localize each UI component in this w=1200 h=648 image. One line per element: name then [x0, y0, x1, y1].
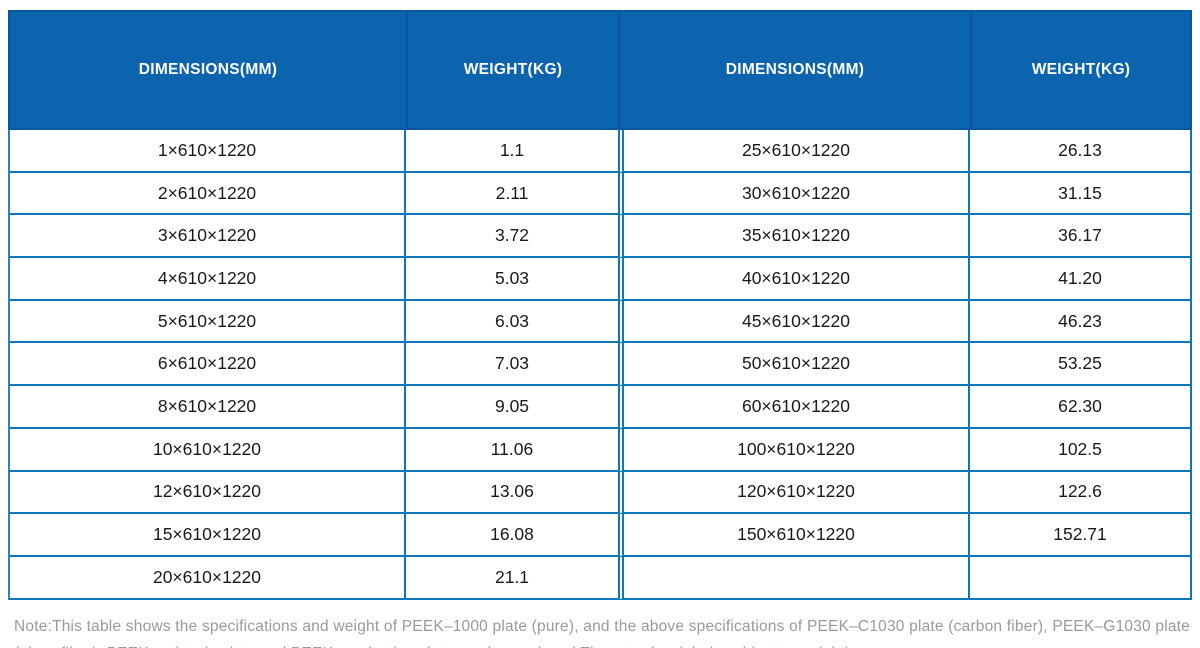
header-row: DIMENSIONS(MM) WEIGHT(KG) DIMENSIONS(MM)…	[8, 10, 1192, 130]
table-row: 20×610×1220 21.1	[8, 556, 1192, 600]
dimensions-cell: 150×610×1220	[618, 514, 970, 557]
dimensions-cell: 45×610×1220	[618, 300, 970, 344]
dimensions-cell: 25×610×1220	[618, 130, 970, 173]
dimensions-cell: 120×610×1220	[618, 471, 970, 515]
weight-cell	[970, 556, 1192, 600]
dimensions-cell: 35×610×1220	[618, 215, 970, 259]
column-header-weight-left: WEIGHT(KG)	[406, 10, 618, 130]
weight-cell: 7.03	[406, 343, 618, 387]
dimensions-cell: 2×610×1220	[8, 172, 406, 216]
table-row: 6×610×1220 7.03 50×610×1220 53.25	[8, 343, 1192, 387]
weight-cell: 9.05	[406, 386, 618, 429]
dimensions-cell: 10×610×1220	[8, 428, 406, 472]
table-row: 4×610×1220 5.03 40×610×1220 41.20	[8, 258, 1192, 301]
dimensions-cell: 100×610×1220	[618, 428, 970, 472]
column-header-weight-right: WEIGHT(KG)	[970, 10, 1192, 130]
weight-cell: 11.06	[406, 428, 618, 472]
dimensions-cell: 50×610×1220	[618, 343, 970, 387]
weight-cell: 36.17	[970, 215, 1192, 259]
dimensions-cell: 40×610×1220	[618, 258, 970, 301]
dimensions-cell: 8×610×1220	[8, 386, 406, 429]
weight-cell: 5.03	[406, 258, 618, 301]
table-row: 2×610×1220 2.11 30×610×1220 31.15	[8, 172, 1192, 216]
dimensions-cell: 60×610×1220	[618, 386, 970, 429]
weight-cell: 152.71	[970, 514, 1192, 557]
dimensions-cell: 30×610×1220	[618, 172, 970, 216]
weight-cell: 1.1	[406, 130, 618, 173]
dimensions-cell: 3×610×1220	[8, 215, 406, 259]
weight-cell: 6.03	[406, 300, 618, 344]
weight-cell: 41.20	[970, 258, 1192, 301]
weight-cell: 46.23	[970, 300, 1192, 344]
dimensions-cell: 1×610×1220	[8, 130, 406, 173]
weight-cell: 102.5	[970, 428, 1192, 472]
table-body: 1×610×1220 1.1 25×610×1220 26.13 2×610×1…	[8, 130, 1192, 600]
table-header: DIMENSIONS(MM) WEIGHT(KG) DIMENSIONS(MM)…	[8, 10, 1192, 130]
weight-cell: 31.15	[970, 172, 1192, 216]
column-header-dimensions-right: DIMENSIONS(MM)	[618, 10, 970, 130]
dimensions-cell: 12×610×1220	[8, 471, 406, 515]
weight-cell: 122.6	[970, 471, 1192, 515]
weight-cell: 3.72	[406, 215, 618, 259]
weight-cell: 53.25	[970, 343, 1192, 387]
dimensions-cell	[618, 556, 970, 600]
dimensions-cell: 5×610×1220	[8, 300, 406, 344]
dimensions-cell: 6×610×1220	[8, 343, 406, 387]
dimensions-cell: 15×610×1220	[8, 514, 406, 557]
weight-cell: 16.08	[406, 514, 618, 557]
table-row: 12×610×1220 13.06 120×610×1220 122.6	[8, 471, 1192, 515]
weight-cell: 62.30	[970, 386, 1192, 429]
weight-cell: 26.13	[970, 130, 1192, 173]
table-row: 10×610×1220 11.06 100×610×1220 102.5	[8, 428, 1192, 472]
table-row: 5×610×1220 6.03 45×610×1220 46.23	[8, 300, 1192, 344]
spec-table: DIMENSIONS(MM) WEIGHT(KG) DIMENSIONS(MM)…	[8, 10, 1192, 600]
column-header-dimensions-left: DIMENSIONS(MM)	[8, 10, 406, 130]
weight-cell: 13.06	[406, 471, 618, 515]
weight-cell: 21.1	[406, 556, 618, 600]
table-row: 3×610×1220 3.72 35×610×1220 36.17	[8, 215, 1192, 259]
dimensions-cell: 20×610×1220	[8, 556, 406, 600]
note-text: Note:This table shows the specifications…	[14, 617, 1190, 648]
weight-cell: 2.11	[406, 172, 618, 216]
table-row: 15×610×1220 16.08 150×610×1220 152.71	[8, 514, 1192, 557]
table-row: 8×610×1220 9.05 60×610×1220 62.30	[8, 386, 1192, 429]
table-row: 1×610×1220 1.1 25×610×1220 26.13	[8, 130, 1192, 173]
dimensions-cell: 4×610×1220	[8, 258, 406, 301]
